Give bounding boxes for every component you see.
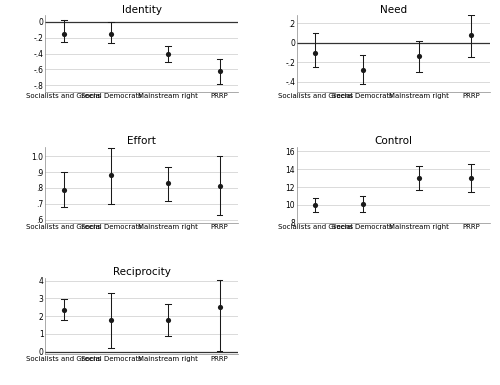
Point: [60, 30, 68, 37]
Point: [216, 68, 224, 74]
Title: Control: Control: [374, 136, 412, 146]
Point: [216, 183, 224, 189]
Point: [107, 172, 115, 178]
Point: [60, 307, 68, 313]
Point: [60, 186, 68, 192]
Point: [467, 32, 475, 38]
Point: [107, 30, 115, 37]
Title: Identity: Identity: [122, 5, 162, 15]
Point: [415, 52, 423, 59]
Title: Reciprocity: Reciprocity: [113, 267, 170, 277]
Point: [164, 50, 172, 57]
Point: [216, 304, 224, 310]
Point: [358, 201, 366, 207]
Point: [415, 175, 423, 181]
Title: Effort: Effort: [128, 136, 156, 146]
Point: [312, 202, 320, 208]
Point: [312, 50, 320, 56]
Point: [164, 317, 172, 323]
Point: [164, 180, 172, 186]
Point: [467, 175, 475, 181]
Point: [358, 67, 366, 73]
Title: Need: Need: [380, 5, 407, 15]
Point: [107, 317, 115, 323]
